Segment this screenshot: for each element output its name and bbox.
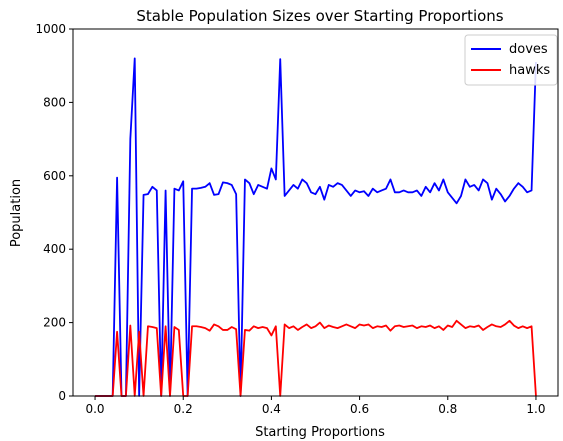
x-tick-label: 0.2 [174, 402, 193, 416]
legend-label-hawks: hawks [509, 63, 550, 78]
y-tick-label: 400 [43, 242, 66, 256]
plot-lines [95, 57, 537, 397]
legend-box [464, 34, 558, 86]
y-tick-label: 800 [43, 95, 66, 109]
y-tick-label: 0 [58, 389, 66, 403]
chart-title: Stable Population Sizes over Starting Pr… [136, 7, 503, 25]
legend-label-doves: doves [509, 42, 548, 57]
y-tick-label: 1000 [35, 22, 66, 36]
x-axis-label: Starting Proportions [255, 425, 385, 440]
series-line-doves [95, 57, 537, 397]
x-axis-ticks: 0.0 0.2 0.4 0.6 0.8 1.0 [85, 396, 546, 416]
plot-frame [72, 28, 559, 397]
y-axis-label: Population [9, 179, 24, 247]
x-tick-label: 0.6 [350, 402, 369, 416]
x-tick-label: 0.8 [438, 402, 457, 416]
legend: doves hawks [464, 34, 558, 86]
y-tick-label: 200 [43, 316, 66, 330]
x-tick-label: 0.0 [85, 402, 104, 416]
x-tick-label: 1.0 [526, 402, 545, 416]
series-line-hawks [95, 319, 537, 397]
y-tick-label: 600 [43, 169, 66, 183]
y-axis-ticks: 0 200 400 600 800 1000 [35, 22, 73, 403]
x-tick-label: 0.4 [262, 402, 281, 416]
